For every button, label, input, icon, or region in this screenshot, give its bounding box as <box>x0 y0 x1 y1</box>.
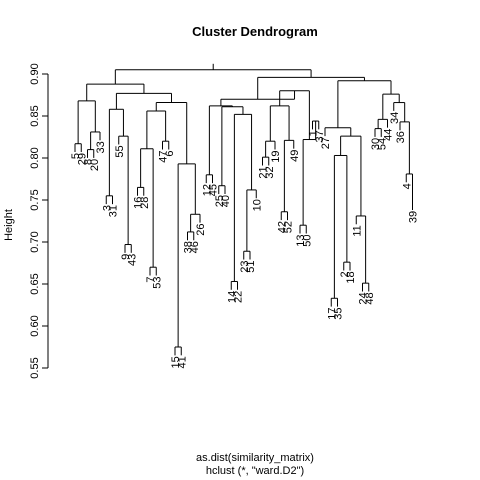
leaf-label: 16 <box>133 197 145 209</box>
chart-title: Cluster Dendrogram <box>192 24 318 39</box>
y-tick-label: 0.70 <box>29 231 41 252</box>
y-tick-label: 0.55 <box>29 357 41 378</box>
leaf-label: 2 <box>339 271 351 277</box>
leaf-label: 14 <box>226 291 238 303</box>
leaf-label: 26 <box>195 224 207 236</box>
leaf-label: 48 <box>364 292 376 304</box>
leaf-label: 5 <box>70 153 82 159</box>
leaf-label: 45 <box>208 184 220 196</box>
leaf-label: 15 <box>170 356 182 368</box>
leaf-label: 23 <box>239 260 251 272</box>
leaf-label: 1 <box>308 130 320 136</box>
leaf-label: 55 <box>114 145 126 157</box>
leaf-label: 35 <box>333 308 345 320</box>
method-sublabel: hclust (*, "ward.D2") <box>206 465 304 477</box>
leaf-label: 33 <box>95 141 107 153</box>
leaf-label: 31 <box>108 205 120 217</box>
y-tick-label: 0.60 <box>29 315 41 336</box>
leaf-label: 46 <box>189 241 201 253</box>
leaf-label: 47 <box>158 150 170 162</box>
leaf-label: 36 <box>395 131 407 143</box>
leaf-label: 17 <box>326 308 338 320</box>
dendrogram-tree <box>74 63 413 356</box>
leaf-label: 13 <box>295 234 307 246</box>
leaf-label: 3 <box>101 205 113 211</box>
leaf-label: 51 <box>245 260 257 272</box>
leaf-label: 49 <box>289 150 301 162</box>
y-axis: 0.55 0.60 0.65 0.70 0.75 0.80 0.85 0.90 <box>29 63 49 379</box>
leaf-label: 41 <box>176 356 188 368</box>
x-axis-label: as.dist(similarity_matrix) <box>196 452 314 464</box>
leaf-label: 43 <box>126 254 138 266</box>
leaf-label: 18 <box>345 271 357 283</box>
leaf-label: 19 <box>270 150 282 162</box>
leaf-label: 39 <box>408 211 420 223</box>
leaf-label: 25 <box>214 195 226 207</box>
leaf-label: 32 <box>264 166 276 178</box>
leaf-label: 28 <box>139 197 151 209</box>
leaf-label: 54 <box>376 138 388 150</box>
leaf-labels: 5298203333194355162875347615413846261245… <box>70 112 420 369</box>
leaf-label: 37 <box>314 130 326 142</box>
leaf-label: 53 <box>151 276 163 288</box>
y-tick-label: 0.75 <box>29 189 41 210</box>
leaf-label: 21 <box>258 166 270 178</box>
leaf-label: 6 <box>164 150 176 156</box>
leaf-label: 8 <box>83 159 95 165</box>
y-tick-label: 0.85 <box>29 105 41 126</box>
leaf-label: 27 <box>320 137 332 149</box>
leaf-label: 22 <box>233 291 245 303</box>
leaf-label: 7 <box>145 276 157 282</box>
leaf-label: 10 <box>251 199 263 211</box>
leaf-label: 44 <box>383 129 395 141</box>
leaf-label: 24 <box>358 292 370 304</box>
leaf-label: 42 <box>276 221 288 233</box>
y-tick-label: 0.90 <box>29 63 41 84</box>
leaf-label: 9 <box>120 254 132 260</box>
y-axis-label: Height <box>3 209 15 241</box>
y-tick-label: 0.65 <box>29 273 41 294</box>
leaf-label: 20 <box>89 159 101 171</box>
leaf-label: 34 <box>389 112 401 124</box>
leaf-label: 40 <box>220 195 232 207</box>
y-tick-label: 0.80 <box>29 147 41 168</box>
leaf-label: 11 <box>351 225 363 236</box>
leaf-label: 52 <box>283 221 295 233</box>
leaf-label: 50 <box>301 234 313 246</box>
leaf-label: 12 <box>201 184 213 196</box>
leaf-label: 4 <box>401 183 413 189</box>
leaf-label: 30 <box>370 138 382 150</box>
leaf-label: 38 <box>183 241 195 253</box>
leaf-label: 29 <box>76 153 88 165</box>
